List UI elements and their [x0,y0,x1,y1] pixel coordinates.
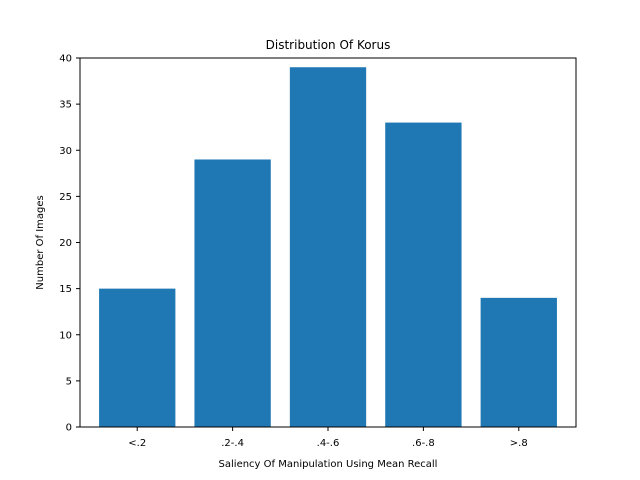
x-tick-label-1: .2-.4 [221,438,244,449]
x-tick-label-0: <.2 [128,438,146,449]
y-tick-label-1: 5 [66,376,72,387]
y-tick-label-5: 25 [59,192,72,203]
y-axis-label: Number Of Images [35,195,46,289]
bar-4 [480,297,557,427]
x-axis-label: Saliency Of Manipulation Using Mean Reca… [219,459,438,470]
x-axis-ticks: <.2 .2-.4 .4-.6 .6-.8 >.8 [128,427,528,449]
x-tick-label-3: .6-.8 [412,438,435,449]
y-tick-label-6: 30 [59,146,72,157]
chart-title: Distribution Of Korus [266,38,391,52]
y-tick-label-4: 20 [59,238,72,249]
bar-3 [385,122,462,427]
bar-0 [99,288,176,428]
y-tick-label-7: 35 [59,100,72,111]
bar-1 [194,159,271,428]
y-tick-label-3: 15 [59,284,72,295]
y-tick-label-8: 40 [59,54,72,65]
y-tick-label-0: 0 [66,423,72,434]
bars-group [99,67,557,428]
x-tick-label-4: >.8 [510,438,528,449]
y-tick-label-2: 10 [59,330,72,341]
bar-2 [289,67,367,427]
x-tick-label-2: .4-.6 [317,438,340,449]
y-axis-ticks: 0 5 10 15 20 25 30 35 40 [59,54,80,434]
